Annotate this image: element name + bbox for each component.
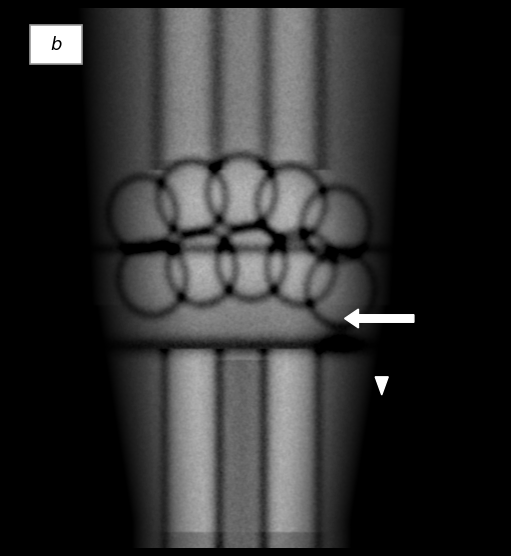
FancyArrow shape — [344, 309, 414, 328]
FancyBboxPatch shape — [30, 25, 82, 64]
Polygon shape — [375, 377, 388, 395]
Text: b: b — [51, 36, 62, 54]
